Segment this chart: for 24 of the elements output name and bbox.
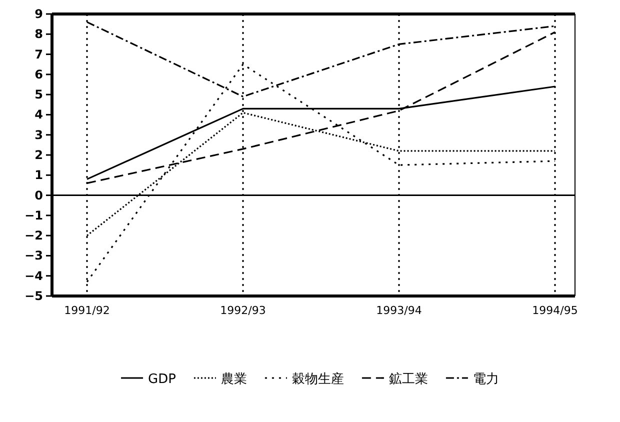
y-tick-label: 0 [34,188,43,202]
legend-label: 電力 [472,372,499,387]
y-tick-label: 5 [34,88,43,102]
legend-label: 穀物生産 [292,371,344,387]
y-tick-label: 3 [34,128,43,142]
y-tick-label: 2 [34,148,43,162]
x-tick-label: 1993/94 [376,304,422,317]
y-tick-label: −5 [24,289,43,303]
legend-label: 農業 [220,372,247,387]
y-tick-label: 7 [34,47,43,62]
y-tick-label: −3 [24,248,43,263]
y-tick-label: 8 [34,27,43,42]
y-tick-label: −2 [24,228,43,243]
y-tick-label: 1 [34,168,43,182]
x-tick-label: 1992/93 [220,304,266,317]
y-tick-label: 9 [34,7,43,21]
legend-label: 鉱工業 [388,372,428,387]
y-tick-label: 4 [34,108,43,122]
x-tick-label: 1991/92 [64,304,110,317]
y-tick-label: 6 [34,67,43,82]
y-tick-label: −1 [24,208,43,222]
y-tick-label: −4 [24,268,43,283]
legend-label: GDP [148,372,176,387]
x-tick-label: 1994/95 [532,304,578,317]
